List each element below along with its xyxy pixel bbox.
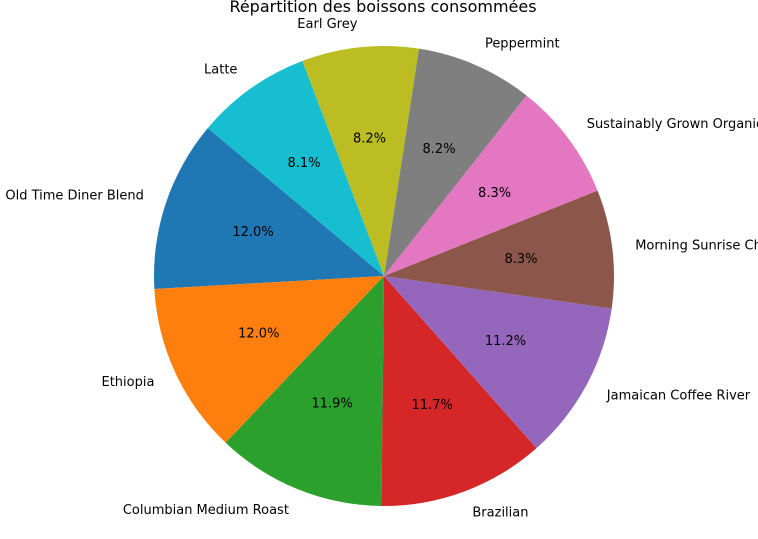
slice-label-latte: Latte xyxy=(204,62,237,77)
percent-labels: 12.0% 12.0% 11.9% 11.7% 11.2% 8.3% 8.3% 8.2% 8.2… xyxy=(232,131,537,413)
percent-label-morning-sunrise-chai: 8.3% xyxy=(505,252,538,267)
pie-slices xyxy=(153,46,614,506)
slice-label-jamaican-coffee-river: Jamaican Coffee River xyxy=(606,388,751,403)
slice-label-morning-sunrise-chai: Morning Sunrise Chai xyxy=(635,238,758,253)
percent-label-earl-grey: 8.2% xyxy=(353,131,386,146)
pie-slice-old-time-diner-blend xyxy=(153,128,384,290)
chart-title: Répartition des boissons consommées xyxy=(229,0,536,16)
pie-slice-morning-sunrise-chai xyxy=(384,190,614,309)
pie-slice-ethiopia xyxy=(154,276,384,443)
pie-slice-jamaican-coffee-river xyxy=(384,276,612,449)
percent-label-ethiopia: 12.0% xyxy=(238,327,279,342)
percent-label-brazilian: 11.7% xyxy=(412,398,453,413)
slice-label-sustainably-grown-organic: Sustainably Grown Organic xyxy=(587,117,758,132)
pie-slice-earl-grey xyxy=(302,46,419,277)
slice-label-peppermint: Peppermint xyxy=(485,37,560,52)
slice-label-brazilian: Brazilian xyxy=(472,506,528,521)
slice-label-ethiopia: Ethiopia xyxy=(101,375,154,390)
slice-labels: Old Time Diner Blend Ethiopia Columbian Me… xyxy=(5,17,758,521)
percent-label-latte: 8.1% xyxy=(288,156,321,171)
slice-label-columbian-medium-roast: Columbian Medium Roast xyxy=(123,503,289,518)
percent-label-peppermint: 8.2% xyxy=(423,142,456,157)
percent-label-jamaican-coffee-river: 11.2% xyxy=(485,334,526,349)
percent-label-sustainably-grown-organic: 8.3% xyxy=(478,186,511,201)
percent-label-old-time-diner-blend: 12.0% xyxy=(232,225,273,240)
pie-slice-columbian-medium-roast xyxy=(225,276,384,506)
slice-label-old-time-diner-blend: Old Time Diner Blend xyxy=(5,189,144,204)
slice-label-earl-grey: Earl Grey xyxy=(297,17,357,32)
pie-slice-brazilian xyxy=(381,276,537,506)
pie-slice-sustainably-grown-organic xyxy=(384,95,598,277)
percent-label-columbian-medium-roast: 11.9% xyxy=(311,396,352,411)
pie-slice-peppermint xyxy=(384,48,527,276)
pie-slice-latte xyxy=(207,61,384,276)
